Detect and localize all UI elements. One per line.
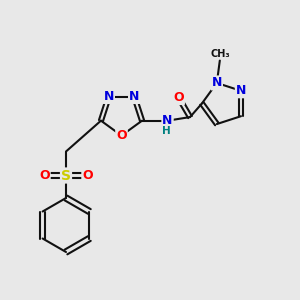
- Text: O: O: [173, 91, 184, 104]
- Text: N: N: [103, 90, 114, 103]
- Text: O: O: [116, 129, 127, 142]
- Text: N: N: [212, 76, 222, 89]
- Text: N: N: [236, 84, 246, 97]
- Text: CH₃: CH₃: [210, 49, 230, 59]
- Text: O: O: [82, 169, 93, 182]
- Text: N: N: [162, 114, 173, 127]
- Text: O: O: [39, 169, 50, 182]
- Text: H: H: [162, 126, 170, 136]
- Text: N: N: [129, 90, 140, 103]
- Text: S: S: [61, 169, 71, 182]
